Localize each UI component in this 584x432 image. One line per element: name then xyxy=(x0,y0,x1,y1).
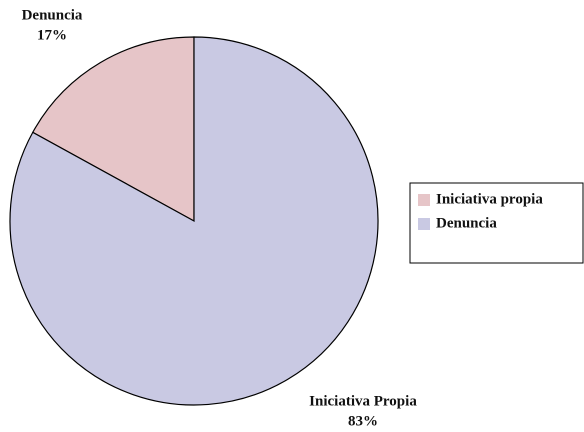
legend-swatch xyxy=(418,218,430,230)
legend-label: Denuncia xyxy=(436,215,497,231)
slice-value-label: 83% xyxy=(348,413,378,429)
slice-label: Denuncia xyxy=(22,7,83,23)
legend-box xyxy=(409,182,584,264)
pie-slice xyxy=(9,36,379,406)
slice-value-label: 17% xyxy=(37,27,67,43)
legend-swatch xyxy=(418,194,430,206)
slice-label: Iniciativa Propia xyxy=(309,393,417,409)
legend-label: Iniciativa propia xyxy=(436,191,543,207)
pie-slice xyxy=(31,36,195,223)
